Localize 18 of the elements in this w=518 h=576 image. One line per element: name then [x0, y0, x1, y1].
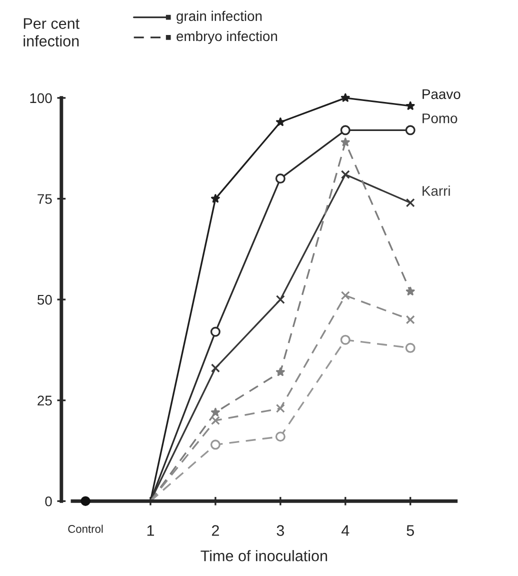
y-tick-label: 25 — [38, 396, 52, 406]
x-tick-label: 2 — [212, 525, 219, 536]
x-axis-title: Time of inoculation — [200, 550, 328, 562]
y-tick-label: 0 — [45, 496, 52, 506]
x-tick-label: 1 — [147, 525, 154, 536]
text: grain infection — [176, 10, 262, 24]
x-tick-label: 4 — [341, 525, 350, 536]
y-tick-label: 100 — [30, 93, 52, 104]
text: embryo infection — [176, 30, 278, 44]
y-tick-label: 75 — [38, 194, 52, 204]
y-tick-label: 50 — [37, 294, 52, 305]
series-label: Karri — [422, 186, 450, 196]
x-tick-label: Control — [68, 524, 103, 533]
x-tick-label: 3 — [276, 525, 284, 536]
series-label: Paavo — [422, 89, 460, 100]
x-tick-label: 5 — [406, 525, 414, 536]
series-label: Pomo — [422, 114, 458, 124]
y-axis-title: Per cent infection — [24, 18, 80, 47]
